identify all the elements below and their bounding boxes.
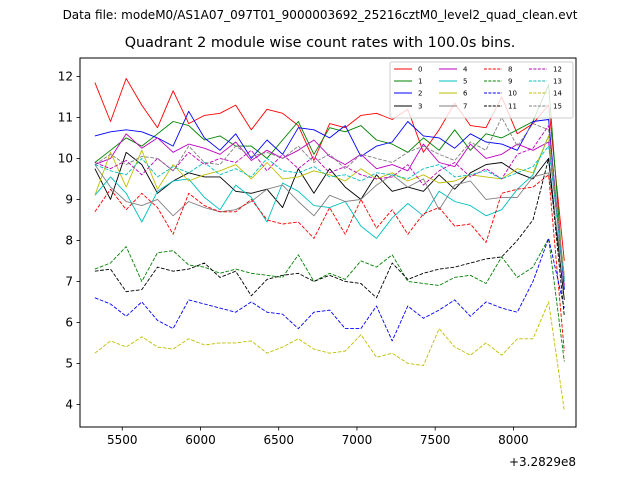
series-line-1 (94, 84, 565, 290)
legend-frame (389, 61, 574, 119)
data-file-label: Data file: modeM0/AS1A07_097T01_90000036… (62, 8, 578, 22)
x-tick-label: 8000 (498, 433, 529, 447)
y-tick-label: 7 (65, 274, 73, 288)
legend-label-6: 6 (463, 90, 468, 98)
y-tick-label: 12 (58, 69, 73, 83)
series-line-13 (94, 145, 565, 282)
series-line-5 (94, 135, 565, 280)
series-line-4 (94, 133, 565, 282)
series-line-0 (94, 78, 565, 261)
legend-label-13: 13 (553, 78, 562, 86)
x-tick-label: 7000 (342, 433, 373, 447)
legend-label-12: 12 (553, 66, 562, 74)
x-tick-label: 6500 (263, 433, 294, 447)
series-line-7 (94, 164, 565, 280)
series-line-6 (94, 135, 565, 276)
y-tick-label: 4 (65, 397, 73, 411)
series-line-15 (94, 116, 565, 278)
legend-label-11: 11 (508, 103, 517, 111)
y-tick-label: 9 (65, 192, 73, 206)
x-tick-label: 5500 (107, 433, 138, 447)
legend-label-5: 5 (463, 78, 467, 86)
y-tick-label: 5 (65, 356, 73, 370)
x-axis: 5500 6000 6500 7000 7500 8000 (107, 427, 529, 447)
x-tick-label: 6000 (185, 433, 216, 447)
legend-label-10: 10 (508, 90, 517, 98)
y-tick-label: 8 (65, 233, 73, 247)
series-line-12 (94, 125, 565, 286)
series-line-14 (94, 301, 565, 411)
legend-label-15: 15 (553, 103, 562, 111)
legend-label-8: 8 (508, 66, 512, 74)
y-tick-label: 11 (58, 110, 73, 124)
series-line-8 (94, 174, 565, 352)
legend-label-4: 4 (463, 66, 468, 74)
y-tick-label: 10 (58, 151, 73, 165)
x-offset-label: +3.2829e8 (509, 455, 576, 469)
x-tick-label: 7500 (420, 433, 451, 447)
series-lines (94, 78, 565, 411)
legend-label-1: 1 (418, 78, 422, 86)
legend-label-9: 9 (508, 78, 512, 86)
legend-label-2: 2 (418, 90, 422, 98)
legend-label-0: 0 (418, 66, 422, 74)
legend-label-7: 7 (463, 103, 467, 111)
plot-frame (79, 57, 577, 428)
series-line-9 (94, 237, 565, 362)
series-line-11 (94, 157, 565, 317)
series-line-2 (94, 110, 565, 290)
y-tick-label: 6 (65, 315, 73, 329)
legend-label-14: 14 (553, 90, 562, 98)
y-axis: 4 5 6 7 8 9 10 11 12 (58, 69, 80, 411)
series-line-10 (94, 237, 565, 342)
chart-title: Quadrant 2 module wise count rates with … (124, 35, 516, 51)
legend-label-3: 3 (418, 103, 422, 111)
